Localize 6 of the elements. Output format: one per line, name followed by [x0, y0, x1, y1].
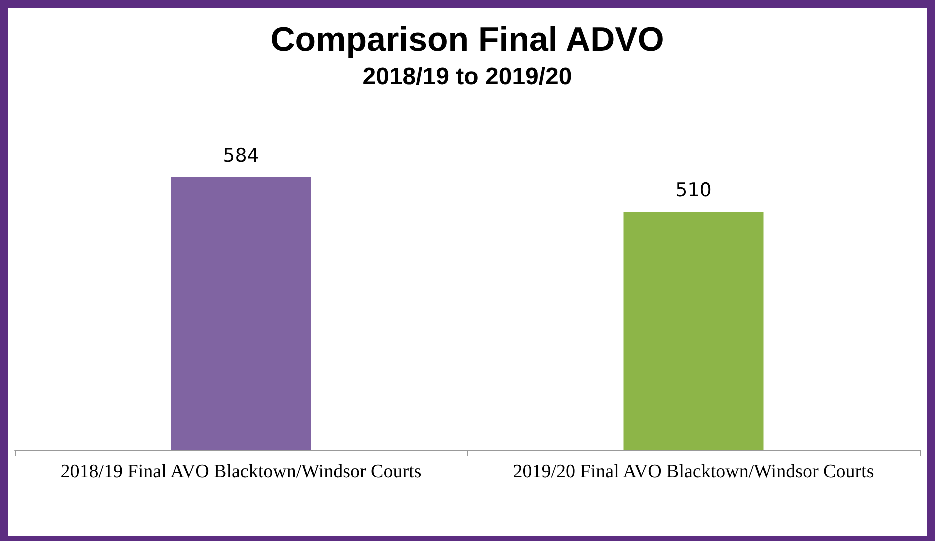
data-label: 510 [676, 180, 712, 202]
chart-subtitle: 2018/19 to 2019/20 [362, 64, 572, 90]
x-tick-label: 2018/19 Final AVO Blacktown/Windsor Courts [60, 462, 422, 482]
data-label: 584 [223, 144, 260, 167]
x-tick-label: 2019/20 Final AVO Blacktown/Windsor Courts [513, 462, 874, 482]
chart-title: Comparison Final ADVO [270, 21, 664, 59]
